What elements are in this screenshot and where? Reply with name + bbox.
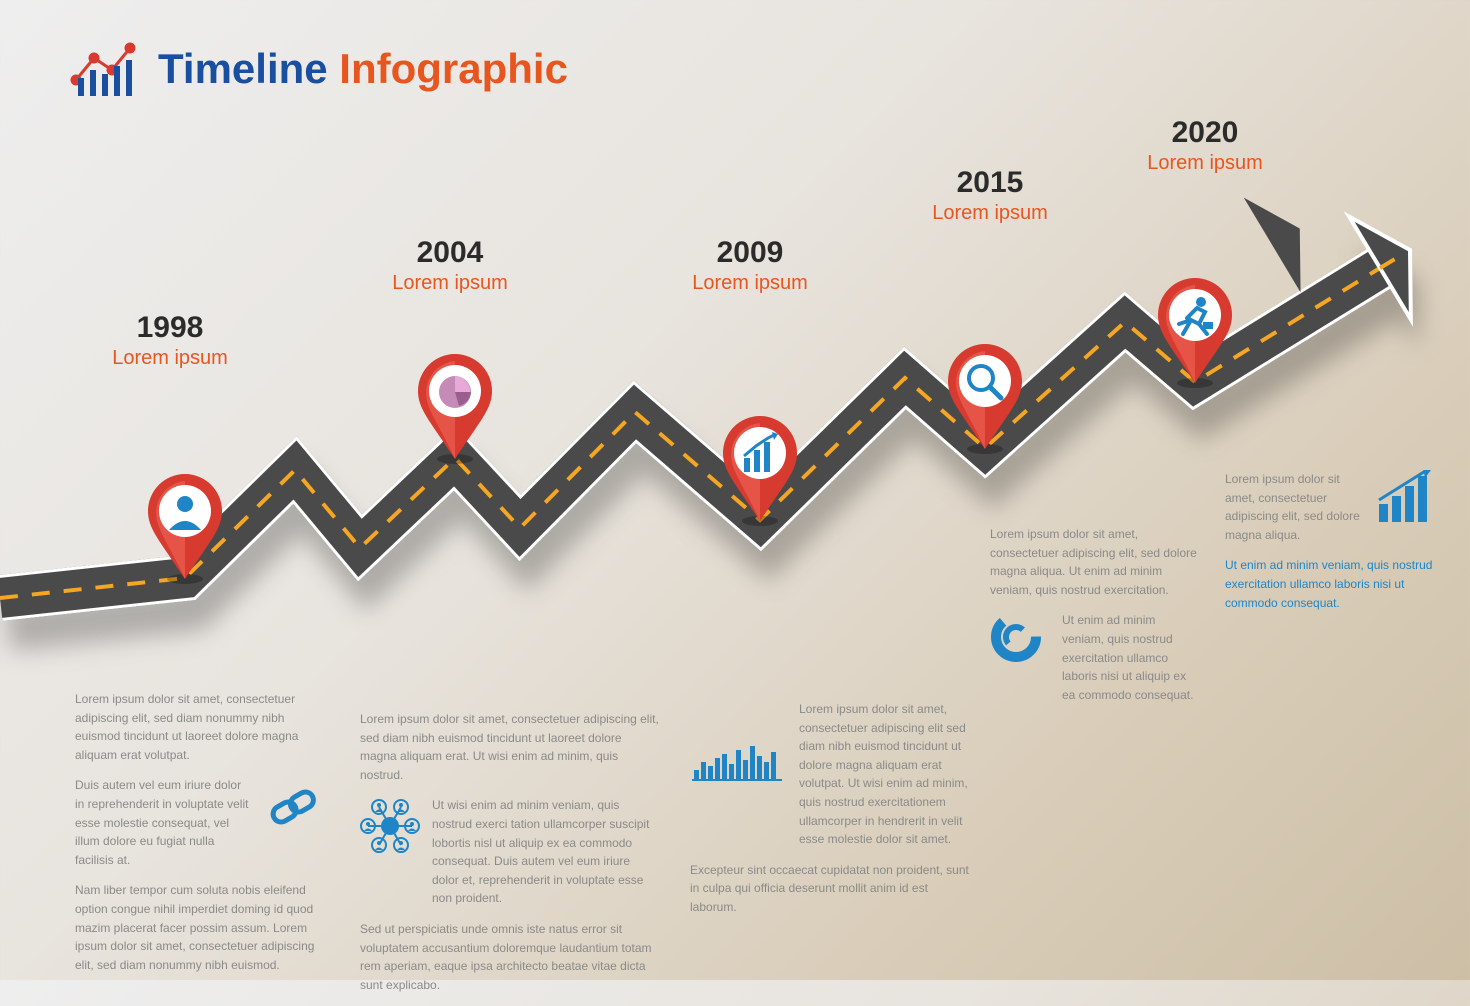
milestone-label: 2004 Lorem ipsum bbox=[392, 236, 508, 295]
bar-chart-icon bbox=[690, 730, 785, 785]
milestone-label: 2015 Lorem ipsum bbox=[932, 166, 1048, 225]
milestone-label: 1998 Lorem ipsum bbox=[112, 311, 228, 370]
body-text-block: Lorem ipsum dolor sit amet, consectetuer… bbox=[360, 710, 660, 1006]
milestone-subtitle: Lorem ipsum bbox=[1147, 152, 1263, 175]
body-paragraph: Excepteur sint occaecat cupidatat non pr… bbox=[690, 861, 970, 917]
milestone-year: 1998 bbox=[112, 311, 228, 345]
link-icon bbox=[265, 776, 325, 836]
milestone-year: 2004 bbox=[392, 236, 508, 270]
map-pin bbox=[940, 341, 1030, 456]
body-paragraph: Nam liber tempor cum soluta nobis eleife… bbox=[75, 881, 325, 974]
growth-icon bbox=[1375, 470, 1435, 530]
body-paragraph: Lorem ipsum dolor sit amet, consectetuer… bbox=[360, 710, 660, 784]
body-paragraph: Ut enim ad minim veniam, quis nostrud ex… bbox=[1225, 556, 1435, 612]
body-text-block: Lorem ipsum dolor sit amet, consectetuer… bbox=[75, 690, 325, 986]
network-icon bbox=[360, 796, 420, 856]
body-text-block: Lorem ipsum dolor sit amet, consectetuer… bbox=[990, 525, 1200, 716]
body-text-block: Lorem ipsum dolor sit amet, consectetuer… bbox=[1225, 470, 1435, 624]
map-pin bbox=[1150, 275, 1240, 390]
body-paragraph: Lorem ipsum dolor sit amet, consectetuer… bbox=[75, 690, 325, 764]
body-paragraph: Duis autem vel eum iriure dolor in repre… bbox=[75, 776, 253, 869]
map-pin bbox=[410, 351, 500, 466]
donut-icon bbox=[990, 611, 1050, 671]
milestone-year: 2020 bbox=[1147, 116, 1263, 150]
map-pin bbox=[140, 471, 230, 586]
header-logo-icon bbox=[70, 40, 140, 98]
title-part-1: Timeline bbox=[158, 45, 328, 92]
milestone-subtitle: Lorem ipsum bbox=[932, 202, 1048, 225]
milestone-subtitle: Lorem ipsum bbox=[692, 272, 808, 295]
body-paragraph: Ut wisi enim ad minim veniam, quis nostr… bbox=[432, 796, 660, 908]
body-paragraph: Ut enim ad minim veniam, quis nostrud ex… bbox=[1062, 611, 1200, 704]
milestone-label: 2020 Lorem ipsum bbox=[1147, 116, 1263, 175]
map-pin bbox=[715, 413, 805, 528]
milestone-subtitle: Lorem ipsum bbox=[392, 272, 508, 295]
header: Timeline Infographic bbox=[70, 40, 568, 98]
milestone-year: 2009 bbox=[692, 236, 808, 270]
title-part-2: Infographic bbox=[339, 45, 568, 92]
body-paragraph: Sed ut perspiciatis unde omnis iste natu… bbox=[360, 920, 660, 994]
milestone-label: 2009 Lorem ipsum bbox=[692, 236, 808, 295]
body-paragraph: Lorem ipsum dolor sit amet, consectetuer… bbox=[799, 700, 970, 849]
milestone-subtitle: Lorem ipsum bbox=[112, 347, 228, 370]
body-text-block: Lorem ipsum dolor sit amet, consectetuer… bbox=[690, 700, 970, 929]
page-title: Timeline Infographic bbox=[158, 45, 568, 93]
body-paragraph: Lorem ipsum dolor sit amet, consectetuer… bbox=[990, 525, 1200, 599]
body-paragraph: Lorem ipsum dolor sit amet, consectetuer… bbox=[1225, 470, 1363, 544]
milestone-year: 2015 bbox=[932, 166, 1048, 200]
